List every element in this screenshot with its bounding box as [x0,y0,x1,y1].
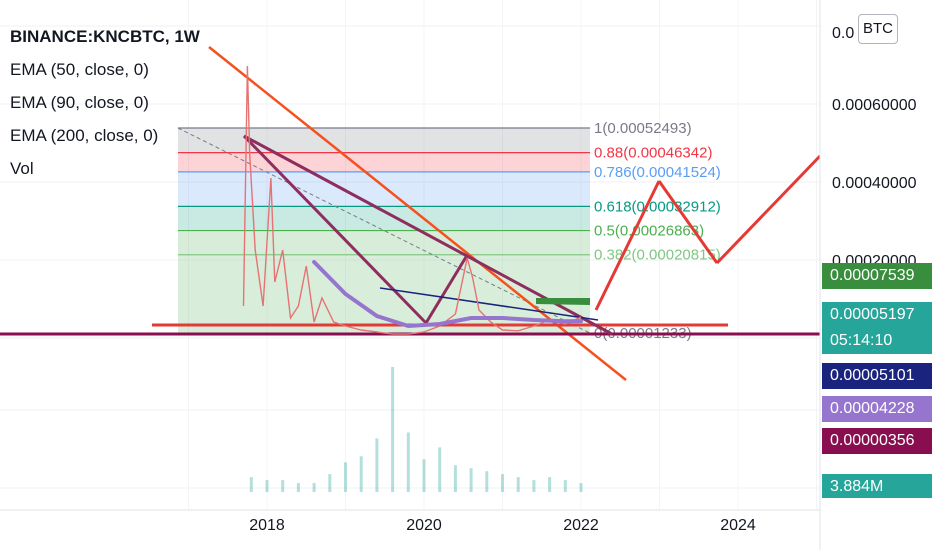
price-series [242,65,582,335]
volume-bar [281,480,285,492]
fibonacci-retracement[interactable]: 1(0.00052493) 0.88(0.00046342) 0.786(0.000… [177,120,721,342]
price-badge: 0.00005197 05:14:10 [822,302,932,354]
volume-bar [375,438,379,492]
fib-zone-0_786 [178,171,590,207]
volume-bar [328,474,332,492]
volume-bar [359,456,363,492]
projection-leg-2[interactable] [657,180,719,264]
time-tick: 2018 [249,517,285,534]
fib-label-0_382: 0.382(0.00020815) [594,247,721,264]
fib-zone-0_5 [178,230,590,255]
price-badge: 0.00000356 [822,428,932,454]
price-badge-value: 0.00005197 [830,306,915,323]
time-axis[interactable]: 2018 2020 2022 2024 [0,509,820,534]
fib-label-1: 1(0.00052493) [594,120,692,137]
volume-bar [516,477,520,492]
volume-bar [296,483,300,492]
legend-indicator-ema50[interactable]: EMA (50, close, 0) [10,60,149,79]
price-badge-value: 0.00000356 [830,432,915,449]
legend-symbol[interactable]: BINANCE:KNCBTC, 1W [10,27,200,46]
fib-zone-1 [178,128,590,153]
projection-leg-1[interactable] [594,180,661,311]
trendline-navy[interactable] [379,287,599,321]
volume-bar [469,468,473,492]
volume-bar [501,474,504,492]
fib-label-0_88: 0.88(0.00046342) [594,145,712,162]
ema-200-line [312,260,583,329]
price-badge-value: 3.884M [830,478,884,495]
legend-indicator-ema90[interactable]: EMA (90, close, 0) [10,93,149,112]
chart-legend: BINANCE:KNCBTC, 1W EMA (50, close, 0) EM… [10,20,200,185]
volume-bar [406,432,410,492]
price-badge-value: 0.00005101 [830,367,915,384]
price-badge: 0.00004228 [822,396,932,422]
fib-label-0_5: 0.5(0.00026863) [594,223,704,240]
legend-indicator-ema200[interactable]: EMA (200, close, 0) [10,126,159,145]
price-badge-value: 0.00004228 [830,400,915,417]
time-tick: 2020 [406,517,442,534]
trendline-triangle-left[interactable] [242,134,428,325]
volume-bar [249,477,253,492]
price-badge-countdown: 05:14:10 [830,332,893,349]
volume-bar [438,447,442,492]
volume-bar [532,480,536,492]
fib-zone-0_88 [178,152,590,172]
currency-button[interactable]: BTC [858,14,898,44]
projection-green-box[interactable] [536,298,590,305]
volume-bar [312,483,316,492]
volume-bar [453,465,457,492]
trendline-triangle-right[interactable] [424,256,468,324]
volume-bar [422,459,426,492]
volume-bar [548,477,552,492]
time-tick: 2022 [563,517,599,534]
volume-bar [344,462,347,492]
legend-indicator-vol[interactable]: Vol [10,159,34,178]
fib-label-0_786: 0.786(0.00041524) [594,164,721,181]
price-tick: 0.00040000 [832,175,917,192]
volume-bar [265,480,269,492]
volume-bar [485,471,489,492]
fib-label-0_618: 0.618(0.00032912) [594,198,721,215]
price-badge-value: 0.00007539 [830,267,915,284]
time-tick: 2024 [720,517,756,534]
volume-histogram [249,367,583,492]
volume-bar [563,480,567,492]
price-badge: 0.00005101 [822,363,932,389]
volume-bar [391,367,395,492]
volume-bar [579,483,583,492]
ema-series [312,260,583,329]
price-badge: 3.884M [822,474,932,498]
price-tick: 0.00060000 [832,97,917,114]
price-line [242,65,582,335]
price-badge: 0.00007539 [822,263,932,289]
projection-leg-3[interactable] [715,154,822,265]
